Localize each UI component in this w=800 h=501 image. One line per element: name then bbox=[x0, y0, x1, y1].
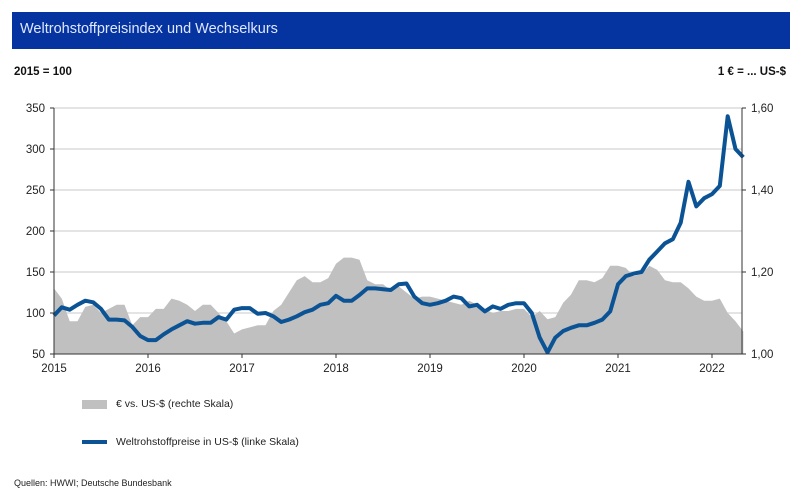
left-tick-label: 350 bbox=[26, 103, 45, 115]
chart-title: Weltrohstoffpreisindex und Wechselkurs bbox=[20, 21, 278, 37]
legend-swatch-line bbox=[82, 440, 107, 444]
source-note: Quellen: HWWI; Deutsche Bundesbank bbox=[14, 478, 172, 488]
right-tick-label: 1,00 bbox=[751, 349, 773, 361]
left-axis-unit: 2015 = 100 bbox=[14, 66, 72, 78]
right-tick-label: 1,40 bbox=[751, 185, 773, 197]
right-tick-label: 1,60 bbox=[751, 103, 773, 115]
x-tick-label: 2022 bbox=[699, 363, 725, 375]
right-tick-label: 1,20 bbox=[751, 267, 773, 279]
left-tick-label: 150 bbox=[26, 267, 45, 279]
x-tick-label: 2017 bbox=[229, 363, 255, 375]
left-tick-label: 300 bbox=[26, 144, 45, 156]
legend-label-index: Weltrohstoffpreise in US-$ (linke Skala) bbox=[116, 436, 299, 448]
left-tick-label: 50 bbox=[32, 349, 45, 361]
series-index-line bbox=[52, 114, 745, 355]
x-tick-label: 2015 bbox=[41, 363, 67, 375]
x-tick-label: 2018 bbox=[323, 363, 349, 375]
x-tick-label: 2020 bbox=[511, 363, 537, 375]
left-tick-label: 250 bbox=[26, 185, 45, 197]
x-tick-label: 2016 bbox=[135, 363, 161, 375]
legend-label-fx: € vs. US-$ (rechte Skala) bbox=[116, 398, 234, 410]
left-tick-label: 200 bbox=[26, 226, 45, 238]
chart-title-bar: Weltrohstoffpreisindex und Wechselkurs bbox=[12, 12, 790, 49]
right-axis-unit: 1 € = ... US-$ bbox=[717, 66, 786, 78]
legend-swatch-area bbox=[82, 399, 107, 409]
x-tick-label: 2021 bbox=[605, 363, 631, 375]
legend-item-index: Weltrohstoffpreise in US-$ (linke Skala) bbox=[82, 436, 299, 448]
left-tick-label: 100 bbox=[26, 308, 45, 320]
x-tick-label: 2019 bbox=[417, 363, 443, 375]
legend-item-fx: € vs. US-$ (rechte Skala) bbox=[82, 398, 233, 410]
